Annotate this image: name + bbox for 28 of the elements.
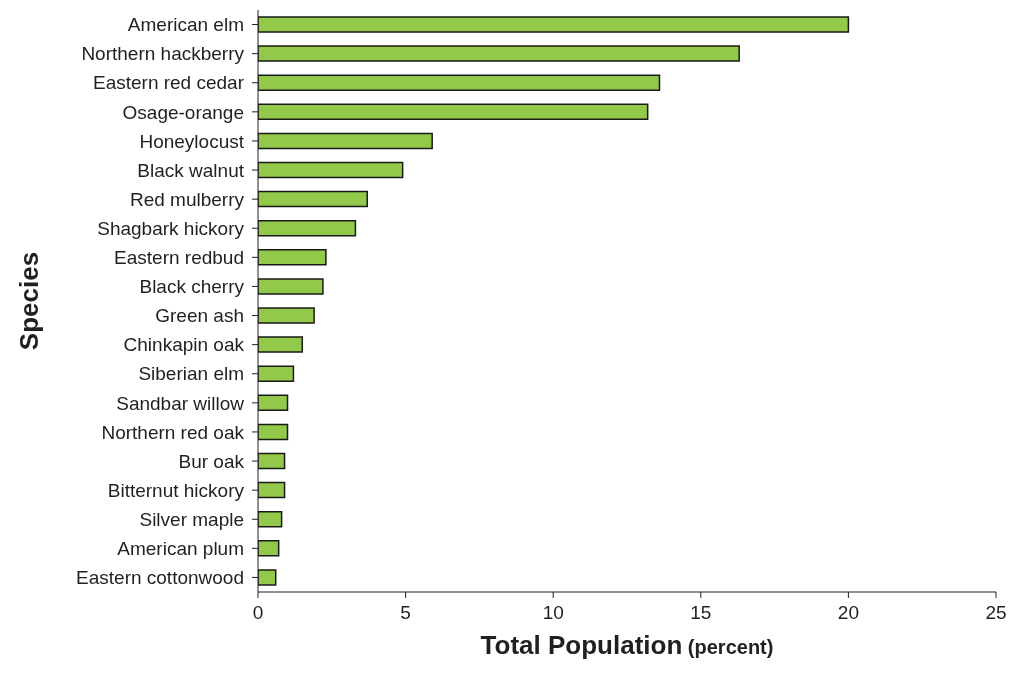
y-tick-label: Siberian elm xyxy=(138,363,244,385)
y-tick-label: Sandbar willow xyxy=(116,392,245,414)
y-axis-title: Species xyxy=(14,251,44,351)
y-tick-label: Black walnut xyxy=(137,159,245,181)
y-tick-label: Red mulberry xyxy=(129,188,245,210)
y-tick-label: Bitternut hickory xyxy=(107,479,245,501)
y-tick-label: Eastern redbud xyxy=(114,247,244,269)
x-tick-label: 15 xyxy=(690,602,712,624)
x-axis-title: Total Population (percent) xyxy=(480,630,774,660)
y-tick-label: American elm xyxy=(127,14,244,36)
y-tick-label: Northern red oak xyxy=(101,421,245,443)
x-tick-label: 5 xyxy=(400,602,411,624)
y-tick-label: Bur oak xyxy=(178,450,245,472)
y-tick-label: Northern hackberry xyxy=(81,43,245,65)
y-tick-label: Silver maple xyxy=(139,508,244,530)
y-tick-label: Honeylocust xyxy=(139,130,245,152)
x-tick-label: 0 xyxy=(252,602,264,624)
y-tick-label: Eastern red cedar xyxy=(92,72,245,94)
x-tick-label: 10 xyxy=(542,602,564,624)
y-tick-label: Black cherry xyxy=(139,276,245,298)
y-tick-label: Osage-orange xyxy=(122,101,244,123)
y-tick-label: Chinkapin oak xyxy=(123,334,245,356)
y-tick-label: Eastern cottonwood xyxy=(76,567,244,589)
x-tick-label: 20 xyxy=(837,602,859,624)
y-tick-label: American plum xyxy=(117,538,244,560)
x-tick-label: 25 xyxy=(985,602,1007,624)
y-tick-label: Green ash xyxy=(155,305,244,327)
y-tick-label: Shagbark hickory xyxy=(97,217,245,239)
